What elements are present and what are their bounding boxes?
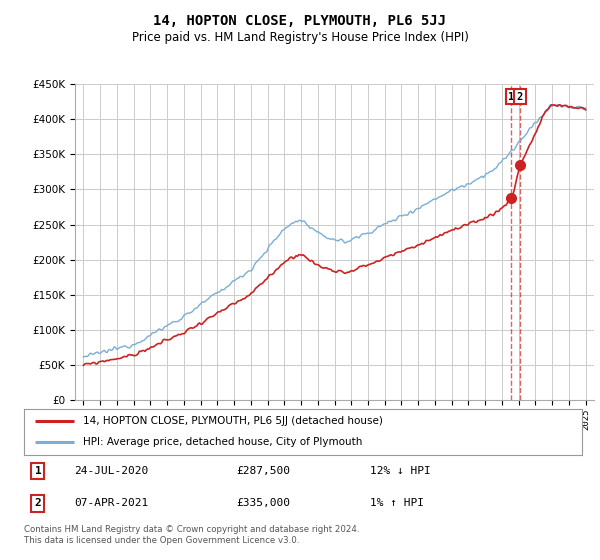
Text: 14, HOPTON CLOSE, PLYMOUTH, PL6 5JJ: 14, HOPTON CLOSE, PLYMOUTH, PL6 5JJ — [154, 14, 446, 28]
Text: Price paid vs. HM Land Registry's House Price Index (HPI): Price paid vs. HM Land Registry's House … — [131, 31, 469, 44]
Text: Contains HM Land Registry data © Crown copyright and database right 2024.
This d: Contains HM Land Registry data © Crown c… — [24, 525, 359, 545]
Text: 1: 1 — [508, 92, 515, 102]
Text: 1: 1 — [35, 466, 41, 476]
Text: £287,500: £287,500 — [236, 466, 290, 476]
Text: 07-APR-2021: 07-APR-2021 — [74, 498, 148, 508]
Text: 24-JUL-2020: 24-JUL-2020 — [74, 466, 148, 476]
Text: 12% ↓ HPI: 12% ↓ HPI — [370, 466, 431, 476]
Text: 2: 2 — [35, 498, 41, 508]
Text: HPI: Average price, detached house, City of Plymouth: HPI: Average price, detached house, City… — [83, 437, 362, 447]
Text: 1% ↑ HPI: 1% ↑ HPI — [370, 498, 424, 508]
Text: £335,000: £335,000 — [236, 498, 290, 508]
Text: 2: 2 — [517, 92, 523, 102]
Text: 14, HOPTON CLOSE, PLYMOUTH, PL6 5JJ (detached house): 14, HOPTON CLOSE, PLYMOUTH, PL6 5JJ (det… — [83, 416, 382, 426]
